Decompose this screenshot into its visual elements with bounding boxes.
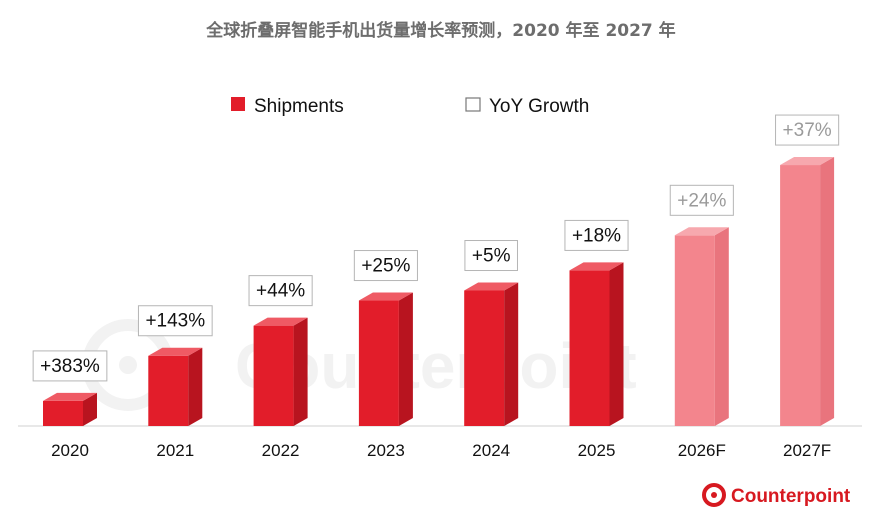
- growth-label-text-2026F: +24%: [677, 190, 726, 211]
- growth-label-box-2022: [248, 275, 313, 307]
- growth-label-2020: +383%: [32, 350, 108, 382]
- bar-top-2020: [43, 392, 97, 401]
- bar-front-2025: [569, 270, 610, 426]
- growth-label-text-2021: +143%: [145, 311, 205, 332]
- chart-title: 全球折叠屏智能手机出货量增长率预测，2020 年至 2027 年: [206, 21, 676, 41]
- bar-side-2020: [83, 392, 97, 426]
- growth-label-text-2024: +5%: [472, 246, 511, 267]
- bar-side-2022: [293, 317, 308, 426]
- legend-label-shipments: Shipments: [254, 96, 344, 117]
- growth-label-text-2025: +18%: [572, 225, 621, 246]
- bar-front-2024: [464, 290, 505, 426]
- bar-2020: [43, 392, 97, 426]
- bar-top-2027F: [780, 157, 835, 166]
- x-tick-label-2023: 2023: [367, 441, 405, 460]
- growth-label-box-2027F: [775, 114, 840, 146]
- bar-front-2023: [358, 300, 399, 426]
- bar-side-2027F: [820, 157, 835, 426]
- counterpoint-logo-dot: [711, 492, 717, 498]
- bar-top-2021: [148, 347, 203, 356]
- bars: [43, 157, 835, 426]
- growth-label-text-2020: +383%: [40, 356, 100, 377]
- bar-top-2024: [464, 282, 519, 291]
- x-tick-labels: 2020 2021 2022 2023 2024 2025 2026F 2027F: [51, 441, 831, 460]
- x-tick-label-2022: 2022: [262, 441, 300, 460]
- legend-label-yoy-growth: YoY Growth: [489, 96, 589, 117]
- growth-label-text-2023: +25%: [361, 256, 410, 277]
- bar-side-2024: [504, 282, 519, 426]
- counterpoint-logo: Counterpoint: [702, 483, 851, 507]
- growth-label-box-2021: [137, 305, 213, 337]
- bar-front-2026F: [674, 235, 715, 426]
- growth-label-box-2026F: [669, 184, 734, 216]
- growth-label-box-2020: [32, 350, 108, 382]
- bar-front-2027F: [780, 165, 821, 426]
- growth-label-2023: +25%: [353, 250, 418, 282]
- growth-label-2024: +5%: [464, 240, 518, 272]
- bar-top-2023: [358, 292, 413, 301]
- bar-front-2021: [148, 355, 189, 426]
- bar-2027F: [780, 157, 835, 426]
- x-tick-label-2027F: 2027F: [783, 441, 831, 460]
- growth-label-2021: +143%: [137, 305, 213, 337]
- watermark-logo-dot: [119, 356, 137, 374]
- bar-top-2022: [253, 317, 308, 326]
- bar-2024: [464, 282, 519, 426]
- bar-2025: [569, 262, 624, 426]
- bar-top-2025: [569, 262, 624, 271]
- x-tick-label-2020: 2020: [51, 441, 89, 460]
- bar-2026F: [674, 227, 729, 426]
- x-tick-label-2025: 2025: [578, 441, 616, 460]
- bar-2022: [253, 317, 308, 426]
- logo-text: Counterpoint: [731, 486, 851, 507]
- bar-front-2020: [43, 400, 83, 426]
- growth-label-box-2024: [464, 240, 518, 272]
- growth-label-2026F: +24%: [669, 184, 734, 216]
- growth-label-box-2023: [353, 250, 418, 282]
- bar-side-2021: [188, 347, 203, 426]
- bar-side-2026F: [714, 227, 729, 426]
- growth-label-2025: +18%: [564, 219, 629, 251]
- bar-front-2022: [253, 325, 294, 426]
- growth-label-text-2027F: +37%: [783, 120, 832, 141]
- bar-2021: [148, 347, 203, 426]
- legend-swatch-yoy-growth: [465, 97, 481, 112]
- x-tick-label-2021: 2021: [156, 441, 194, 460]
- x-tick-label-2026F: 2026F: [678, 441, 726, 460]
- growth-label-box-2025: [564, 219, 629, 251]
- counterpoint-logo-icon: [702, 483, 726, 507]
- bar-top-2026F: [674, 227, 729, 236]
- growth-label-2027F: +37%: [775, 114, 840, 146]
- x-tick-label-2024: 2024: [472, 441, 510, 460]
- growth-label-2022: +44%: [248, 275, 313, 307]
- legend-swatch-shipments: [231, 97, 245, 111]
- bar-2023: [358, 292, 413, 426]
- bar-side-2025: [609, 262, 624, 426]
- growth-label-text-2022: +44%: [256, 281, 305, 302]
- value-labels: +383% +143% +44% +25% +5% +18% +24% +37%: [32, 114, 840, 382]
- bar-side-2023: [398, 292, 413, 426]
- legend: Shipments YoY Growth: [231, 96, 589, 117]
